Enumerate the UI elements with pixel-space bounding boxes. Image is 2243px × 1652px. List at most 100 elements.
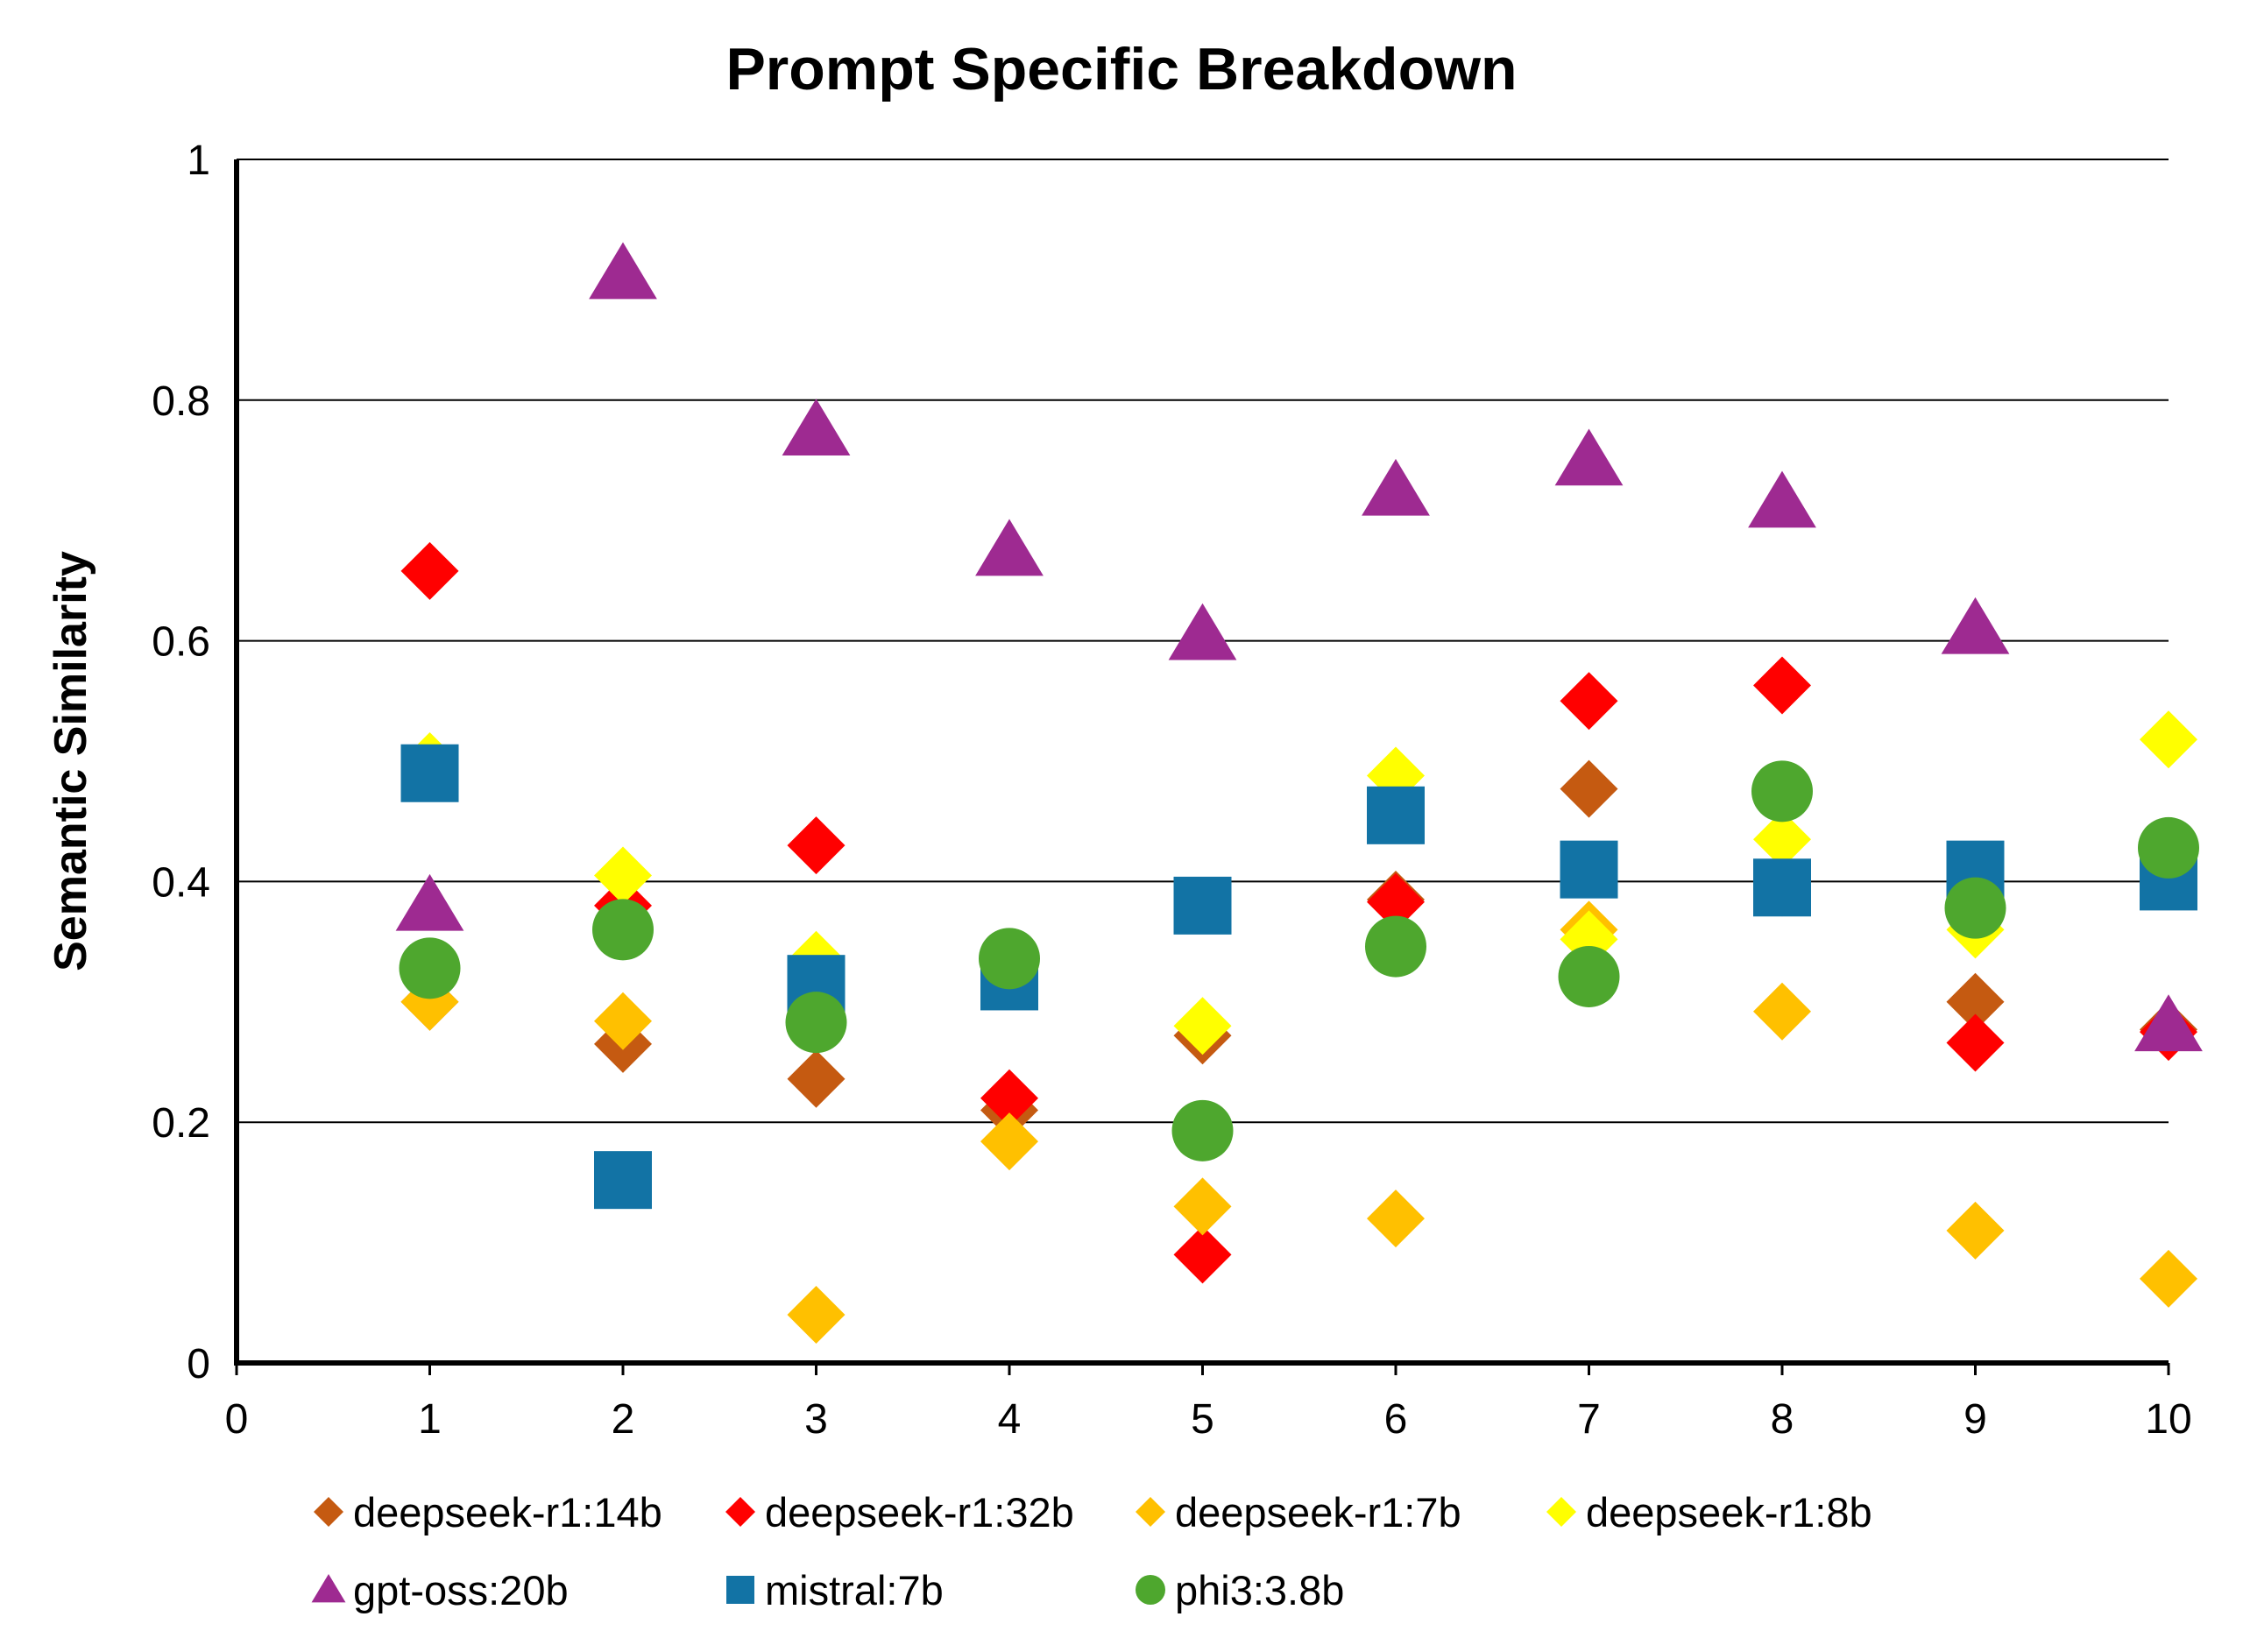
y-tick-label: 0 — [187, 1341, 210, 1387]
data-point — [1367, 1190, 1425, 1248]
legend-label: mistral:7b — [765, 1567, 944, 1613]
data-point — [1367, 786, 1425, 844]
data-point — [594, 846, 652, 905]
data-point — [1367, 872, 1425, 931]
data-point — [1753, 656, 1811, 715]
data-point — [787, 1286, 846, 1345]
data-point — [980, 1112, 1038, 1171]
data-point — [1365, 915, 1426, 978]
x-tick-label: 1 — [418, 1396, 442, 1443]
data-point — [787, 1049, 846, 1108]
legend-item: mistral:7b — [726, 1567, 944, 1613]
data-points — [395, 242, 2203, 1345]
data-point — [785, 992, 847, 1054]
series-deepseek-r1-8b — [400, 710, 2197, 1055]
x-tick-label: 10 — [2145, 1396, 2191, 1443]
data-point — [1753, 982, 1811, 1041]
y-tick-label: 0.8 — [152, 378, 210, 425]
legend-marker — [726, 1576, 754, 1604]
data-point — [1554, 428, 1624, 486]
data-point — [592, 899, 654, 961]
data-point — [2138, 816, 2199, 879]
data-point — [1560, 759, 1618, 818]
x-tick-label: 9 — [1964, 1396, 1987, 1443]
legend-item: deepseek-r1:32b — [725, 1489, 1074, 1536]
legend-label: deepseek-r1:32b — [765, 1489, 1074, 1536]
legend-item: deepseek-r1:7b — [1136, 1489, 1461, 1536]
legend-label: gpt-oss:20b — [353, 1567, 569, 1613]
x-tick-label: 5 — [1191, 1396, 1214, 1443]
chart-title: Prompt Specific Breakdown — [725, 36, 1517, 102]
legend-item: phi3:3.8b — [1136, 1567, 1344, 1613]
legend-item: deepseek-r1:8b — [1546, 1489, 1872, 1536]
data-point — [594, 992, 652, 1050]
data-point — [1173, 1177, 1232, 1236]
legend-marker — [1546, 1497, 1576, 1527]
series-phi3-3-8b — [399, 760, 2199, 1161]
legend-label: deepseek-r1:7b — [1175, 1489, 1461, 1536]
data-point — [979, 928, 1040, 990]
x-tick-label: 3 — [804, 1396, 828, 1443]
x-tick-label: 2 — [612, 1396, 635, 1443]
data-point — [2134, 994, 2203, 1052]
data-point — [787, 816, 846, 875]
data-point — [2140, 710, 2197, 769]
y-tick-label: 1 — [187, 138, 210, 184]
data-point — [1946, 1201, 2005, 1260]
y-axis-label: Semantic Similarity — [46, 551, 96, 971]
x-tick-label: 4 — [998, 1396, 1022, 1443]
data-point — [1362, 458, 1430, 516]
tick-labels: 00.20.40.60.810 1 2 3 4 5 6 7 8 9 10 — [152, 138, 2191, 1443]
data-point — [980, 1069, 1038, 1127]
data-point — [1946, 1013, 2005, 1072]
series-gpt-oss-20b — [395, 242, 2203, 1052]
series-deepseek-r1-14b — [400, 759, 2197, 1140]
data-point — [1558, 945, 1620, 1007]
series-deepseek-r1-7b — [400, 900, 2197, 1345]
data-point — [2140, 1249, 2197, 1308]
data-point — [1753, 858, 1811, 917]
legend-item: gpt-oss:20b — [311, 1567, 569, 1613]
data-point — [1173, 997, 1232, 1055]
legend-label: deepseek-r1:14b — [353, 1489, 662, 1536]
data-point — [1941, 597, 2010, 654]
data-point — [1173, 876, 1232, 935]
data-point — [1751, 760, 1813, 822]
y-tick-label: 0.2 — [152, 1100, 210, 1147]
x-tick-label: 0 — [225, 1396, 249, 1443]
data-point — [1944, 877, 2006, 939]
data-point — [589, 242, 657, 300]
legend: deepseek-r1:14b deepseek-r1:32b deepseek-r… — [311, 1489, 1872, 1613]
data-point — [1168, 603, 1237, 660]
x-tick-label: 7 — [1577, 1396, 1601, 1443]
y-tick-label: 0.6 — [152, 619, 210, 666]
legend-label: deepseek-r1:8b — [1586, 1489, 1872, 1536]
series-deepseek-r1-32b — [400, 541, 2197, 1284]
x-tick-label: 6 — [1384, 1396, 1408, 1443]
data-point — [400, 541, 459, 600]
data-point — [1173, 1225, 1232, 1284]
series-mistral-7b — [400, 744, 2197, 1210]
data-point — [1753, 810, 1811, 869]
data-point — [1560, 672, 1618, 731]
data-point — [1560, 840, 1618, 899]
data-point — [399, 937, 461, 999]
legend-label: phi3:3.8b — [1175, 1567, 1344, 1613]
data-point — [594, 1151, 652, 1210]
legend-marker — [1136, 1497, 1165, 1527]
data-point — [1946, 972, 2005, 1031]
legend-marker — [311, 1574, 346, 1603]
legend-marker — [1136, 1575, 1165, 1605]
data-point — [1748, 470, 1816, 528]
legend-marker — [725, 1497, 755, 1527]
data-point — [1171, 1099, 1234, 1161]
data-point — [395, 873, 464, 931]
data-point — [400, 744, 459, 802]
axes — [234, 159, 2170, 1375]
legend-marker — [314, 1497, 343, 1527]
data-point — [782, 399, 851, 455]
legend-item: deepseek-r1:14b — [314, 1489, 662, 1536]
data-point — [975, 519, 1044, 576]
